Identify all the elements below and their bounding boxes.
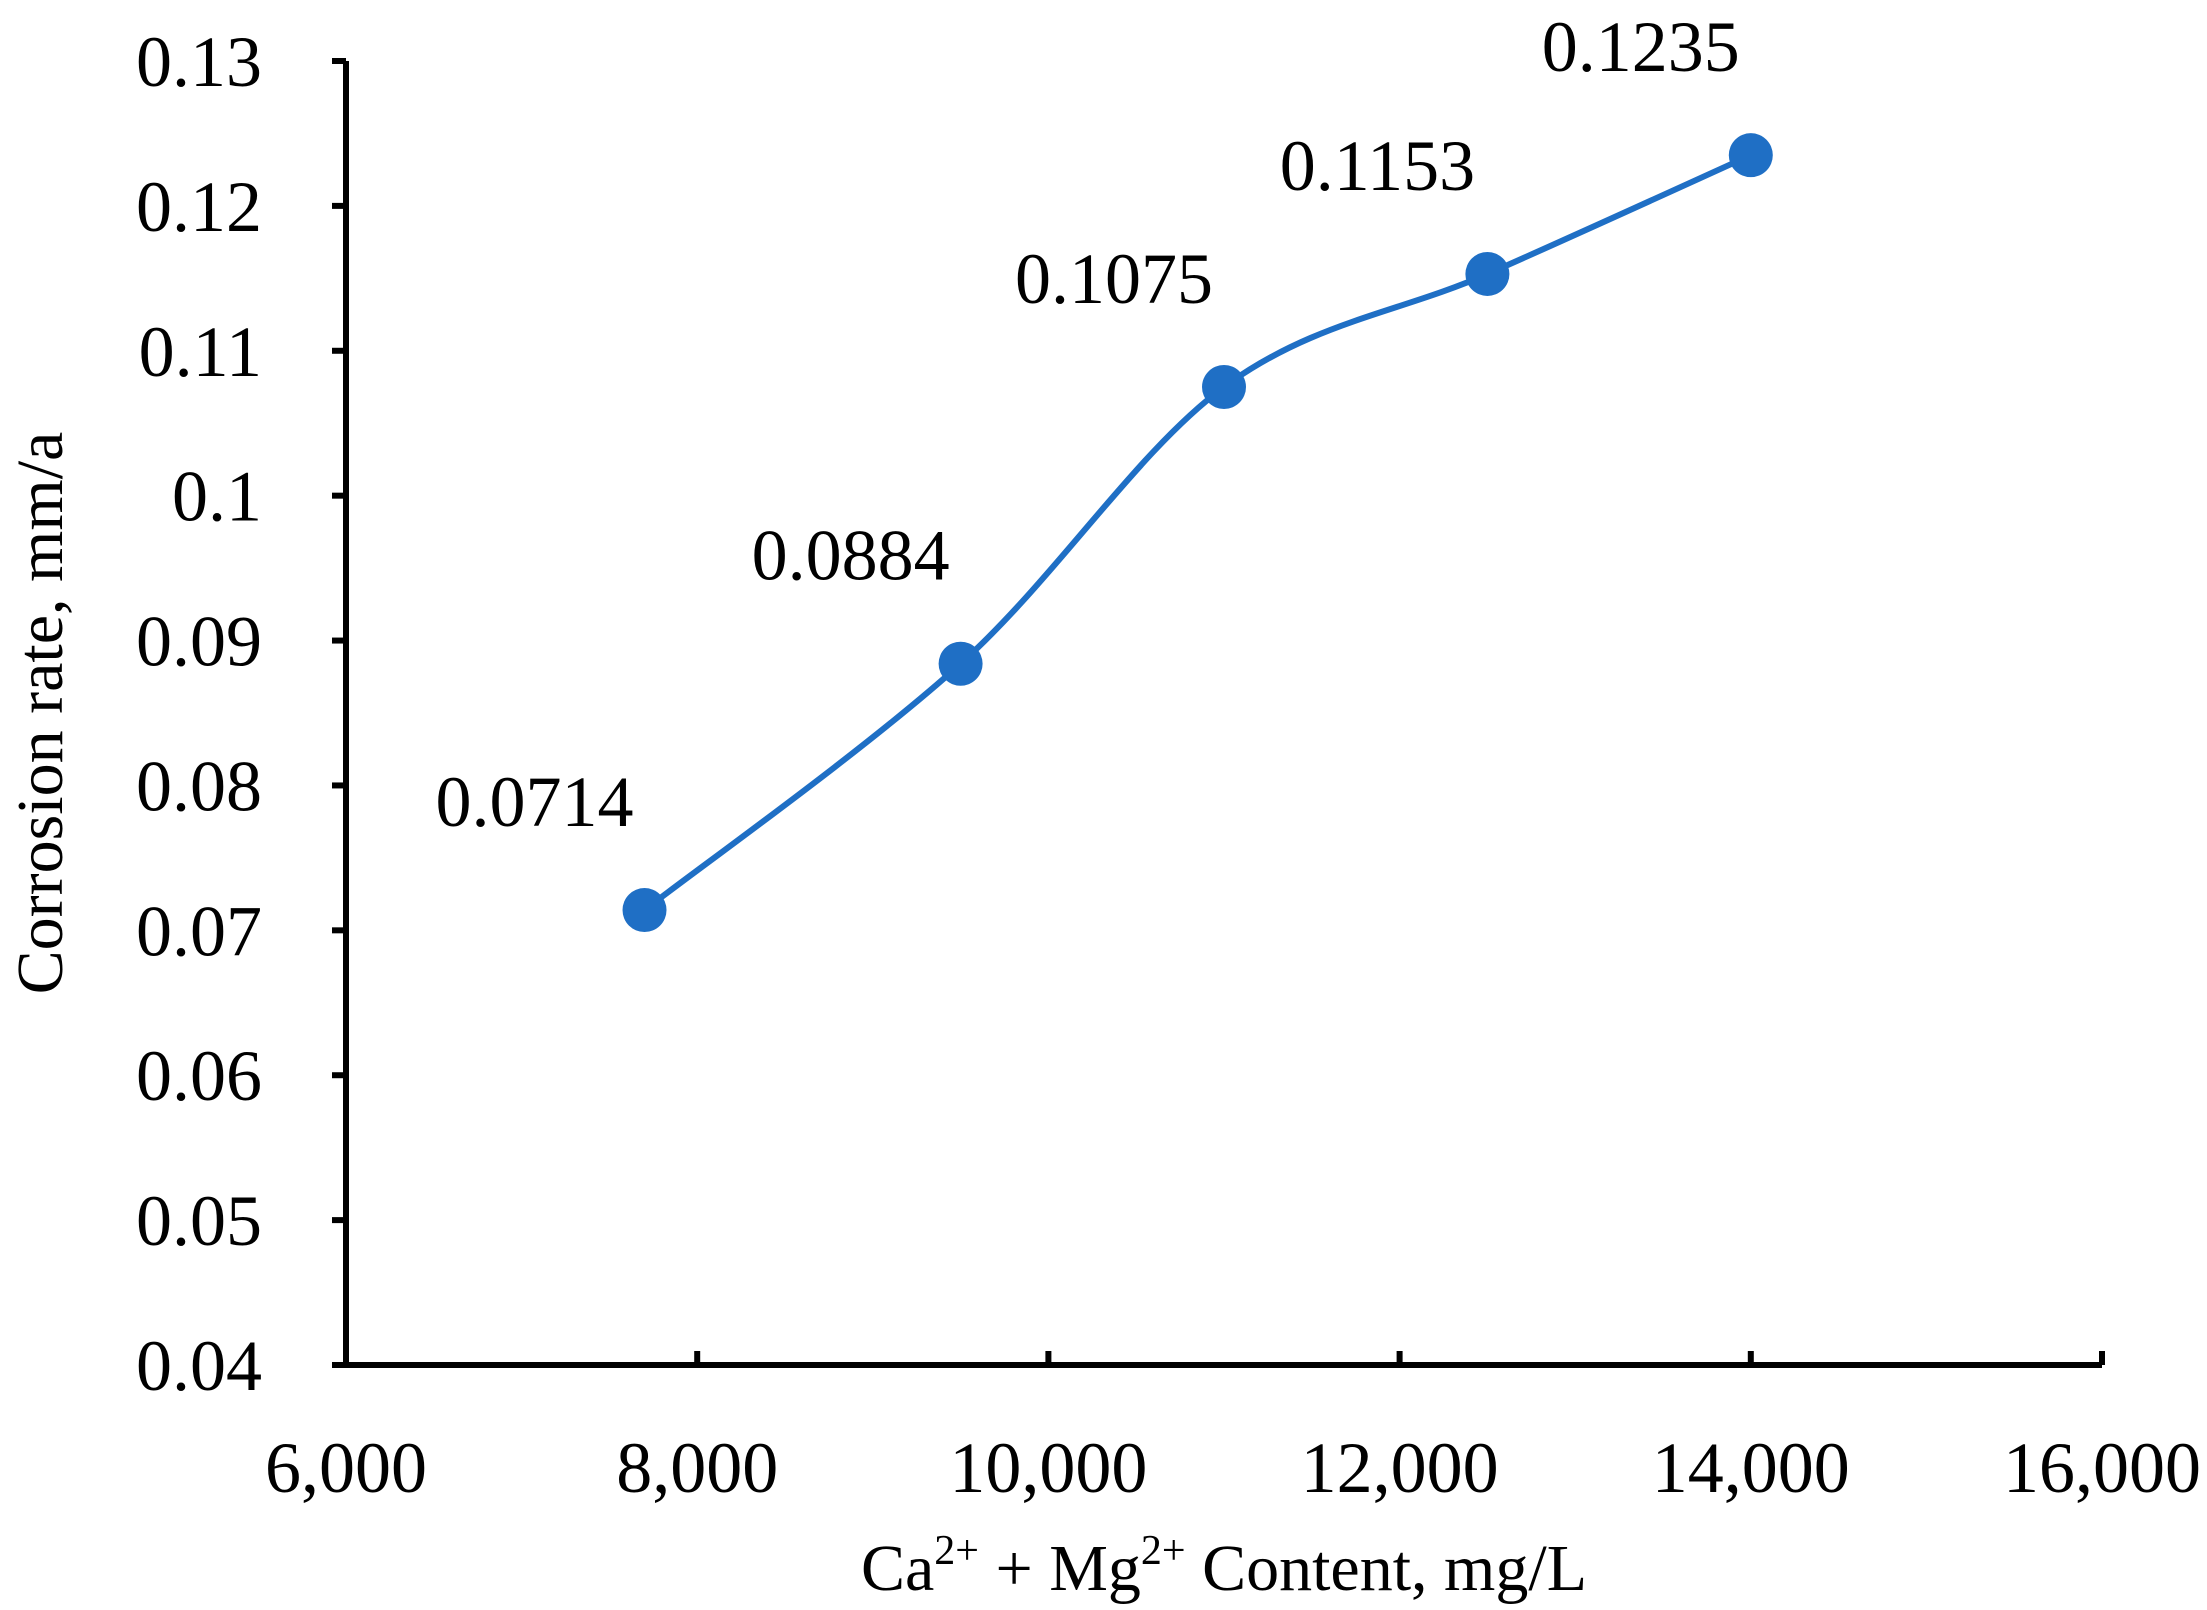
y-axis-title: Corrosion rate, mm/a: [4, 432, 77, 995]
y-tick-label: 0.06: [136, 1036, 262, 1116]
y-tick-label: 0.13: [136, 22, 262, 102]
x-axis-title-sup: 2+: [934, 1528, 979, 1574]
x-tick-label: 6,000: [265, 1428, 427, 1508]
x-tick-label: 10,000: [949, 1428, 1147, 1508]
series-line: [642, 152, 1753, 913]
y-tick-label: 0.04: [136, 1326, 262, 1406]
y-tick-label: 0.1: [172, 457, 262, 537]
x-axis-title-part: Ca: [861, 1532, 934, 1605]
data-point: [1728, 133, 1773, 178]
x-axis-title-part: Content, mg/L: [1186, 1532, 1587, 1605]
y-ticks: 0.04 0.05 0.06 0.07 0.08 0.09 0.1 0.11 0.12 0.13: [136, 22, 346, 1406]
x-axis-title: Ca2+ + Mg2+ Content, mg/L: [861, 1528, 1587, 1605]
data-point: [622, 888, 667, 933]
data-labels: 0.0714 0.0884 0.1075 0.1153 0.1235: [436, 7, 1740, 842]
data-label: 0.0714: [436, 762, 634, 842]
data-label: 0.0884: [752, 516, 950, 596]
x-tick-label: 16,000: [2003, 1428, 2201, 1508]
y-tick-label: 0.07: [136, 891, 262, 971]
data-label: 0.1235: [1542, 7, 1740, 87]
x-tick-label: 14,000: [1652, 1428, 1850, 1508]
y-tick-label: 0.05: [136, 1181, 262, 1261]
data-label: 0.1075: [1015, 239, 1213, 319]
y-tick-label: 0.08: [136, 746, 262, 826]
data-point: [1465, 251, 1510, 296]
y-tick-label: 0.11: [139, 312, 262, 392]
y-tick-label: 0.09: [136, 602, 262, 682]
data-point: [1202, 365, 1246, 409]
x-ticks: 6,000 8,000 10,000 12,000 14,000 16,000: [265, 1351, 2201, 1508]
data-point: [938, 641, 983, 686]
x-tick-label: 12,000: [1301, 1428, 1499, 1508]
series-group: [622, 133, 1773, 933]
x-axis-title-sup: 2+: [1141, 1528, 1186, 1574]
y-tick-label: 0.12: [136, 167, 262, 247]
data-label: 0.1153: [1280, 126, 1475, 206]
axes: [343, 61, 2102, 1368]
x-tick-label: 8,000: [616, 1428, 778, 1508]
x-axis-title-part: + Mg: [979, 1532, 1141, 1605]
